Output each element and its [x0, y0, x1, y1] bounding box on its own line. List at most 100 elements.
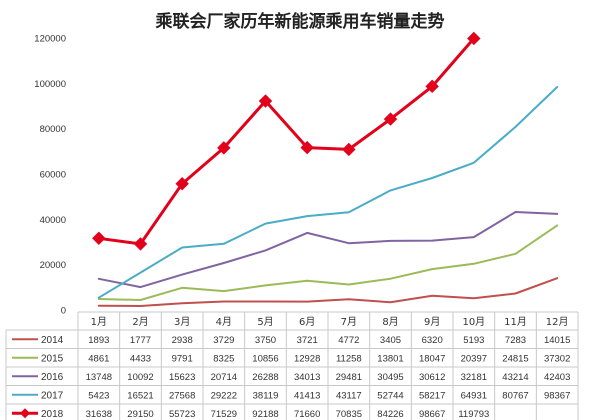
- table-cell: 2938: [172, 335, 193, 346]
- table-cell: 3729: [213, 335, 234, 346]
- data-point-2018: [133, 237, 148, 251]
- table-cell: 119793: [458, 409, 489, 420]
- table-cell: 6320: [422, 335, 443, 346]
- table-cell: 58217: [419, 390, 445, 401]
- x-category-label: 10月: [462, 316, 485, 328]
- series-line-2015: [97, 224, 559, 301]
- table-cell: 1777: [130, 335, 151, 346]
- x-category-label: 2月: [132, 316, 148, 328]
- legend-label-2018: 2018: [41, 409, 64, 420]
- table-cell: 43117: [336, 390, 362, 401]
- series-line-2014: [97, 277, 559, 307]
- data-point-2018: [425, 79, 439, 94]
- table-cell: 31638: [86, 409, 112, 420]
- table-cell: 5193: [463, 335, 484, 346]
- table-cell: 15623: [169, 372, 195, 383]
- series-line-2018: [97, 37, 476, 246]
- series-line-2017: [97, 86, 559, 299]
- series-lines: [92, 31, 559, 307]
- x-category-label: 12月: [546, 316, 569, 328]
- table-cell: 3750: [255, 335, 276, 346]
- table-cell: 3721: [297, 335, 318, 346]
- table-cell: 41413: [294, 390, 320, 401]
- table-cell: 13801: [377, 353, 403, 364]
- data-point-2018: [92, 231, 106, 245]
- x-category-label: 3月: [174, 316, 190, 328]
- table-cell: 20714: [211, 372, 237, 383]
- table-cell: 55723: [169, 409, 195, 420]
- table-cell: 80767: [502, 390, 528, 401]
- table-cell: 16521: [127, 390, 153, 401]
- legend-label-2017: 2017: [41, 390, 64, 401]
- chart-title: 乘联会厂家历年新能源乘用车销量走势: [155, 11, 445, 32]
- table-cell: 64931: [461, 390, 487, 401]
- table-cell: 7283: [505, 335, 526, 346]
- x-category-label: 4月: [216, 316, 232, 328]
- x-category-label: 7月: [341, 316, 357, 328]
- x-category-label: 5月: [257, 316, 273, 328]
- axes: 0 20000 40000 60000 80000 100000 120000: [34, 34, 66, 317]
- y-tick-label: 120000: [34, 34, 66, 45]
- table-cell: 18047: [419, 353, 445, 364]
- table-cell: 84226: [377, 409, 403, 420]
- table-cell: 3405: [380, 335, 401, 346]
- table-cell: 42403: [544, 372, 570, 383]
- data-point-2018: [342, 142, 356, 157]
- y-tick-label: 0: [61, 306, 66, 317]
- legend-marker-2018: [20, 408, 30, 419]
- table-cell: 26288: [252, 372, 278, 383]
- data-point-2018: [467, 31, 481, 46]
- table-cell: 14015: [544, 335, 570, 346]
- table-cell: 98667: [419, 409, 445, 420]
- table-cell: 4861: [88, 353, 109, 364]
- table-cell: 38119: [253, 390, 279, 401]
- table-cell: 27568: [169, 390, 195, 401]
- table-cell: 70835: [336, 409, 362, 420]
- table-cell: 71529: [211, 409, 237, 420]
- table-cell: 4433: [130, 353, 151, 364]
- data-point-2018: [300, 140, 314, 155]
- table-cell: 37302: [544, 353, 570, 364]
- legend-label-2015: 2015: [41, 353, 64, 364]
- data-table: 1月 2月 3月 4月 5月 6月 7月 8月 9月 10月 11月 12月 2014 1893 1777 2…: [5, 311, 579, 420]
- data-point-2018: [258, 94, 273, 108]
- y-tick-label: 100000: [34, 79, 66, 90]
- y-tick-label: 60000: [40, 170, 66, 181]
- table-cell: 98367: [544, 390, 570, 401]
- legend-label-2016: 2016: [41, 372, 64, 383]
- table-cell: 13748: [86, 372, 112, 383]
- data-point-2018: [175, 176, 189, 191]
- table-cell: 32181: [461, 372, 487, 383]
- table-cell: 34013: [294, 372, 320, 383]
- data-point-2018: [217, 141, 231, 155]
- table-cell: 12928: [294, 353, 320, 364]
- table-cell: 29481: [336, 372, 362, 383]
- y-tick-label: 20000: [40, 260, 66, 271]
- table-cell: 30495: [377, 372, 403, 383]
- table-cell: 10856: [252, 353, 278, 364]
- table-cell: 52744: [377, 390, 403, 401]
- table-cell: 71660: [294, 409, 320, 420]
- table-cell: 4772: [338, 335, 359, 346]
- table-cell: 5423: [88, 390, 109, 401]
- x-category-label: 8月: [382, 316, 398, 328]
- table-cell: 10092: [127, 372, 153, 383]
- y-tick-label: 80000: [40, 124, 66, 135]
- x-category-label: 9月: [424, 316, 440, 328]
- y-tick-label: 40000: [40, 215, 66, 226]
- table-cell: 29150: [127, 409, 153, 420]
- table-cell: 92188: [252, 409, 278, 420]
- table-cell: 24815: [502, 353, 528, 364]
- series-line-2016: [97, 211, 559, 289]
- table-cell: 11258: [336, 353, 362, 364]
- table-cell: 29222: [211, 390, 237, 401]
- x-category-label: 1月: [91, 316, 107, 328]
- legend-label-2014: 2014: [41, 335, 64, 346]
- table-cell: 43214: [502, 372, 528, 383]
- table-cell: 9791: [172, 353, 193, 364]
- data-point-2018: [383, 112, 398, 126]
- table-cell: 1893: [88, 335, 109, 346]
- table-cell: 8325: [213, 353, 234, 364]
